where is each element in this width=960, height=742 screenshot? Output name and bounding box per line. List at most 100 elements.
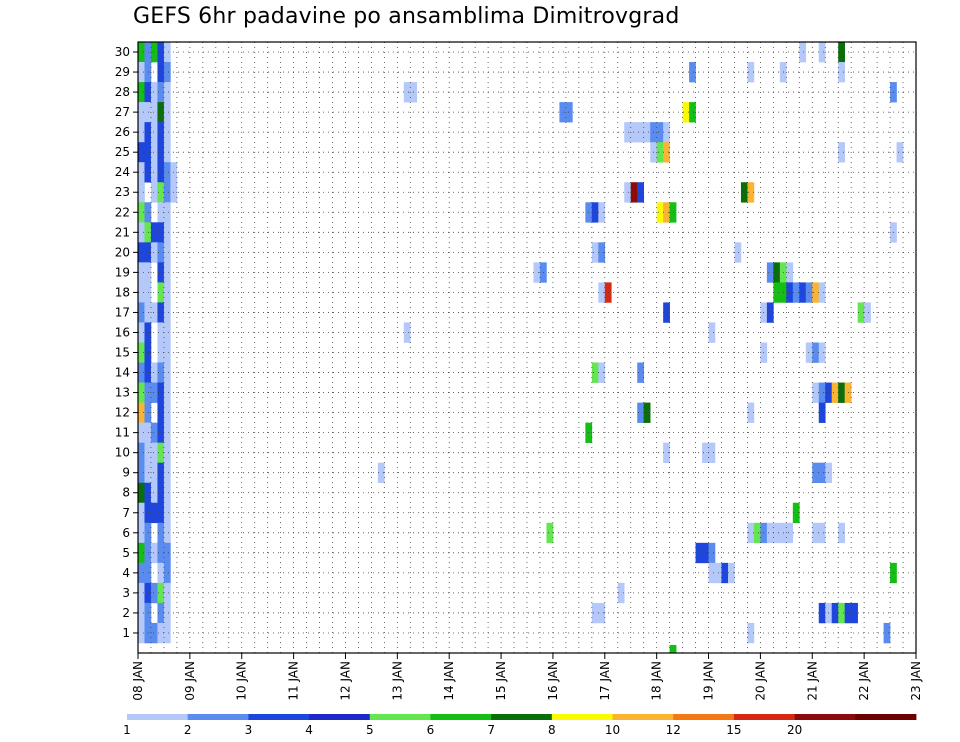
y-tick-label: 12 xyxy=(115,406,130,420)
heatmap-cell xyxy=(766,262,774,283)
chart-title: GEFS 6hr padavine po ansamblima Dimitrov… xyxy=(133,4,680,29)
heatmap-cell xyxy=(150,162,158,183)
heatmap-cell xyxy=(138,482,145,504)
y-tick-label: 15 xyxy=(115,346,130,360)
heatmap-cell xyxy=(163,602,171,624)
y-tick-label: 13 xyxy=(115,386,130,400)
heatmap-cell xyxy=(144,362,152,383)
legend-swatch xyxy=(673,714,735,720)
legend-label: 2 xyxy=(184,723,192,737)
heatmap-cell xyxy=(150,102,158,123)
heatmap-cell xyxy=(773,282,781,303)
heatmap-cell xyxy=(157,342,165,363)
heatmap-cell xyxy=(838,522,845,544)
plot-frame xyxy=(137,41,917,654)
heatmap-cell xyxy=(163,362,171,383)
heatmap-cell xyxy=(163,82,171,103)
heatmap-cell xyxy=(144,262,152,283)
heatmap-cell xyxy=(598,282,606,303)
heatmap-cell xyxy=(144,222,152,243)
heatmap-cell xyxy=(150,422,158,443)
heatmap-cell xyxy=(565,102,573,123)
heatmap-cell xyxy=(663,302,670,323)
heatmap-cell xyxy=(805,282,813,303)
heatmap-cell xyxy=(138,602,145,624)
heatmap-cell xyxy=(546,522,554,544)
heatmap-cell xyxy=(150,362,158,383)
heatmap-cell xyxy=(818,602,826,624)
heatmap-cell xyxy=(637,362,644,383)
heatmap-cell xyxy=(591,602,599,624)
heatmap-cell xyxy=(150,462,158,484)
heatmap-cell xyxy=(157,302,165,323)
heatmap-cell xyxy=(157,362,165,383)
heatmap-cell xyxy=(163,402,171,423)
heatmap-cell xyxy=(150,302,158,323)
heatmap-cell xyxy=(144,622,152,644)
heatmap-cell xyxy=(786,522,794,544)
heatmap-cell xyxy=(163,202,171,223)
y-tick-label: 20 xyxy=(115,245,130,259)
y-tick-label: 3 xyxy=(122,586,130,600)
heatmap-cell xyxy=(144,242,152,263)
legend-swatch xyxy=(491,714,553,720)
heatmap-cell xyxy=(144,142,152,163)
heatmap-cell xyxy=(163,262,171,283)
heatmap-cell xyxy=(708,542,716,564)
x-tick-label: 14 JAN xyxy=(442,661,456,701)
heatmap-cell xyxy=(721,562,729,584)
heatmap-cell xyxy=(818,342,826,363)
heatmap-cell xyxy=(163,62,171,83)
y-tick-label: 17 xyxy=(115,305,130,319)
heatmap-cell xyxy=(157,602,165,624)
heatmap-cell xyxy=(138,282,145,303)
heatmap-cell xyxy=(818,42,826,63)
heatmap-cell xyxy=(150,542,158,564)
heatmap-cell xyxy=(663,122,670,143)
heatmap-cell xyxy=(138,562,145,584)
heatmap-cell xyxy=(157,122,165,143)
y-tick-label: 7 xyxy=(122,506,130,520)
heatmap-cell xyxy=(144,482,152,504)
heatmap-cell xyxy=(617,582,625,604)
heatmap-cell xyxy=(812,522,820,544)
heatmap-cell xyxy=(157,222,165,243)
heatmap-cell xyxy=(773,262,781,283)
legend-label: 1 xyxy=(123,723,131,737)
heatmap-cell xyxy=(157,322,165,343)
heatmap-cell xyxy=(163,42,171,63)
heatmap-cell xyxy=(138,322,145,343)
legend-label: 6 xyxy=(427,723,435,737)
heatmap-cell xyxy=(663,202,670,223)
heatmap-cell xyxy=(637,402,644,423)
heatmap-cell xyxy=(812,382,820,403)
heatmap-cell xyxy=(144,442,152,463)
y-tick-label: 30 xyxy=(115,45,130,59)
heatmap-cell xyxy=(831,602,839,624)
heatmap-cell xyxy=(138,102,145,123)
heatmap-cell xyxy=(138,382,145,403)
heatmap-cell xyxy=(883,622,891,644)
heatmap-cell xyxy=(138,122,145,143)
heatmap-cell xyxy=(163,242,171,263)
y-tick-label: 16 xyxy=(115,325,130,339)
heatmap-cell xyxy=(150,182,158,203)
heatmap-cell xyxy=(630,122,638,143)
heatmap-cell xyxy=(838,62,845,83)
x-tick-label: 12 JAN xyxy=(338,661,352,701)
heatmap-cell xyxy=(144,42,152,63)
legend-swatch xyxy=(794,714,856,720)
heatmap-cell xyxy=(144,122,152,143)
heatmap-cell xyxy=(144,462,152,484)
heatmap-cell xyxy=(773,522,781,544)
heatmap-cell xyxy=(163,102,171,123)
y-tick-label: 27 xyxy=(115,105,130,119)
heatmap-cell xyxy=(643,402,651,423)
x-tick-label: 18 JAN xyxy=(650,661,664,701)
x-tick-label: 16 JAN xyxy=(546,661,560,701)
heatmap-cell xyxy=(851,602,858,624)
heatmap-cell xyxy=(157,522,165,544)
legend-swatch xyxy=(248,714,310,720)
heatmap-cell xyxy=(138,422,145,443)
